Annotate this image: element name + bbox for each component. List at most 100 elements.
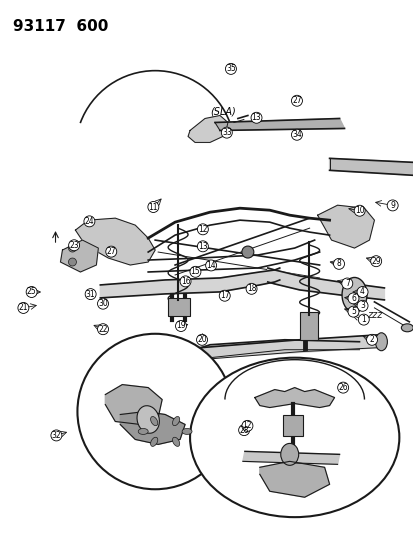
Text: 21: 21 (19, 303, 28, 312)
Circle shape (347, 306, 358, 317)
Circle shape (180, 276, 190, 287)
Circle shape (356, 300, 367, 311)
Text: (SLA): (SLA) (209, 107, 235, 116)
Circle shape (366, 334, 377, 345)
Circle shape (147, 201, 159, 213)
Bar (299, 312, 317, 340)
Text: zzz: zzz (367, 310, 382, 320)
Circle shape (386, 200, 397, 211)
Circle shape (250, 112, 261, 123)
Text: 22: 22 (98, 325, 107, 334)
Text: 5: 5 (350, 307, 355, 316)
Circle shape (68, 244, 76, 252)
Text: 19: 19 (176, 321, 185, 330)
Text: 34: 34 (291, 130, 301, 139)
Text: 18: 18 (246, 284, 256, 293)
Polygon shape (317, 205, 373, 248)
Ellipse shape (150, 437, 157, 446)
Circle shape (197, 224, 208, 235)
Text: 15: 15 (190, 268, 200, 276)
Circle shape (221, 127, 232, 138)
Text: 24: 24 (84, 217, 94, 226)
Circle shape (196, 334, 207, 345)
Polygon shape (329, 158, 412, 175)
Text: 13: 13 (197, 242, 207, 251)
Circle shape (225, 63, 236, 75)
Text: 12: 12 (242, 422, 252, 430)
Text: 31: 31 (85, 289, 95, 298)
Bar (282, 415, 302, 437)
Text: 17: 17 (219, 291, 229, 300)
Ellipse shape (190, 358, 399, 517)
Ellipse shape (280, 443, 298, 465)
Circle shape (205, 260, 216, 271)
Circle shape (245, 284, 256, 294)
Text: 1: 1 (361, 315, 365, 324)
Ellipse shape (172, 416, 179, 426)
Polygon shape (214, 118, 344, 131)
Polygon shape (75, 218, 155, 265)
Polygon shape (242, 451, 339, 464)
Ellipse shape (137, 406, 159, 433)
Circle shape (337, 382, 348, 393)
Polygon shape (188, 116, 228, 142)
Circle shape (291, 95, 302, 106)
Text: 6: 6 (350, 294, 355, 303)
Circle shape (18, 302, 29, 313)
Circle shape (197, 241, 208, 252)
Circle shape (51, 430, 62, 441)
Text: 25: 25 (27, 287, 36, 296)
Circle shape (356, 287, 367, 297)
Text: 8: 8 (336, 260, 341, 268)
Polygon shape (267, 268, 384, 300)
Text: 3: 3 (359, 301, 364, 310)
Text: 23: 23 (69, 241, 79, 250)
Circle shape (341, 278, 352, 289)
Polygon shape (259, 462, 329, 497)
Ellipse shape (375, 333, 387, 351)
Ellipse shape (111, 348, 125, 368)
Circle shape (97, 298, 108, 309)
Polygon shape (112, 335, 378, 364)
Text: 30: 30 (98, 299, 108, 308)
Circle shape (370, 256, 381, 266)
Bar (168, 298, 190, 316)
Ellipse shape (138, 429, 148, 434)
Circle shape (241, 246, 253, 258)
Text: 16: 16 (180, 277, 190, 286)
Circle shape (219, 290, 230, 301)
Polygon shape (100, 268, 279, 298)
Polygon shape (120, 411, 185, 445)
Circle shape (77, 334, 233, 489)
Circle shape (357, 314, 368, 325)
Circle shape (69, 240, 79, 251)
Text: 32: 32 (52, 431, 61, 440)
Circle shape (354, 205, 364, 216)
Text: 11: 11 (148, 203, 158, 212)
Text: 28: 28 (239, 426, 248, 434)
Circle shape (291, 130, 302, 140)
Text: 13: 13 (251, 113, 261, 122)
Circle shape (175, 320, 186, 332)
Circle shape (106, 246, 116, 257)
Polygon shape (60, 240, 98, 272)
Text: 2: 2 (369, 335, 373, 344)
Text: 33: 33 (221, 128, 231, 137)
Text: 27: 27 (106, 247, 116, 256)
Text: 12: 12 (198, 225, 207, 234)
Circle shape (238, 425, 249, 435)
Text: 35: 35 (225, 64, 235, 74)
Text: 27: 27 (292, 96, 301, 105)
Ellipse shape (400, 324, 412, 332)
Text: 4: 4 (359, 287, 364, 296)
Circle shape (241, 421, 252, 431)
Circle shape (26, 287, 37, 297)
Circle shape (68, 258, 76, 266)
Ellipse shape (150, 416, 157, 426)
Circle shape (97, 324, 108, 335)
Text: 9: 9 (389, 201, 394, 210)
Ellipse shape (341, 278, 366, 312)
Circle shape (84, 216, 95, 227)
Ellipse shape (182, 429, 192, 434)
Polygon shape (105, 385, 162, 424)
